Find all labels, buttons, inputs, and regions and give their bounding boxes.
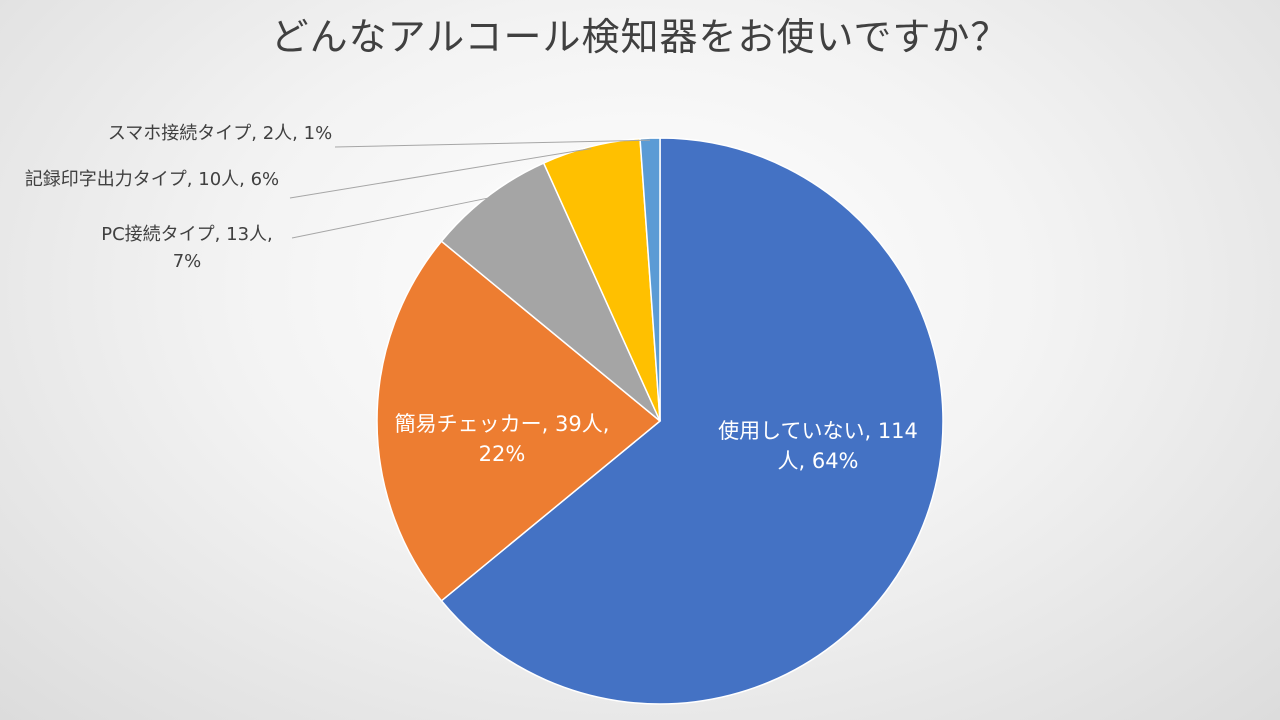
data-label-line: スマホ接続タイプ, 2人, 1% bbox=[108, 123, 332, 144]
slices-layer bbox=[376, 137, 944, 705]
data-label-簡易チェッカー: 簡易チェッカー, 39人, 22% bbox=[395, 412, 610, 466]
pie-slice-スマホ接続タイプ bbox=[639, 137, 661, 422]
data-label-line: 人, 64% bbox=[777, 449, 858, 473]
data-label-記録印字出力タイプ: 記録印字出力タイプ, 10人, 6% bbox=[25, 169, 279, 190]
leader-line-記録印字出力タイプ bbox=[289, 148, 592, 199]
data-label-line: PC接続タイプ, 13人, bbox=[101, 224, 273, 245]
pie-slice-簡易チェッカー bbox=[376, 240, 662, 602]
data-label-line: 使用していない, 114 bbox=[718, 419, 918, 443]
data-label-line: 22% bbox=[479, 442, 526, 466]
leader-line-スマホ接続タイプ bbox=[334, 139, 651, 148]
data-label-line: 記録印字出力タイプ, 10人, 6% bbox=[25, 169, 279, 190]
data-label-line: 簡易チェッカー, 39人, bbox=[395, 412, 610, 436]
data-label-スマホ接続タイプ: スマホ接続タイプ, 2人, 1% bbox=[108, 123, 332, 144]
pie-slice-pc接続タイプ bbox=[440, 162, 661, 422]
leader-lines-layer bbox=[289, 139, 651, 239]
pie-slice-使用していない bbox=[440, 137, 944, 705]
data-label-pc接続タイプ: PC接続タイプ, 13人, 7% bbox=[101, 224, 273, 272]
labels-layer: 使用していない, 114 人, 64% 簡易チェッカー, 39人, 22% PC接続タイ… bbox=[25, 123, 918, 473]
chart-title: どんなアルコール検知器をお使いですか？ bbox=[270, 15, 1010, 59]
leader-line-pc接続タイプ bbox=[291, 197, 490, 239]
data-label-使用していない: 使用していない, 114 人, 64% bbox=[718, 419, 918, 473]
data-label-line: 7% bbox=[173, 251, 202, 272]
